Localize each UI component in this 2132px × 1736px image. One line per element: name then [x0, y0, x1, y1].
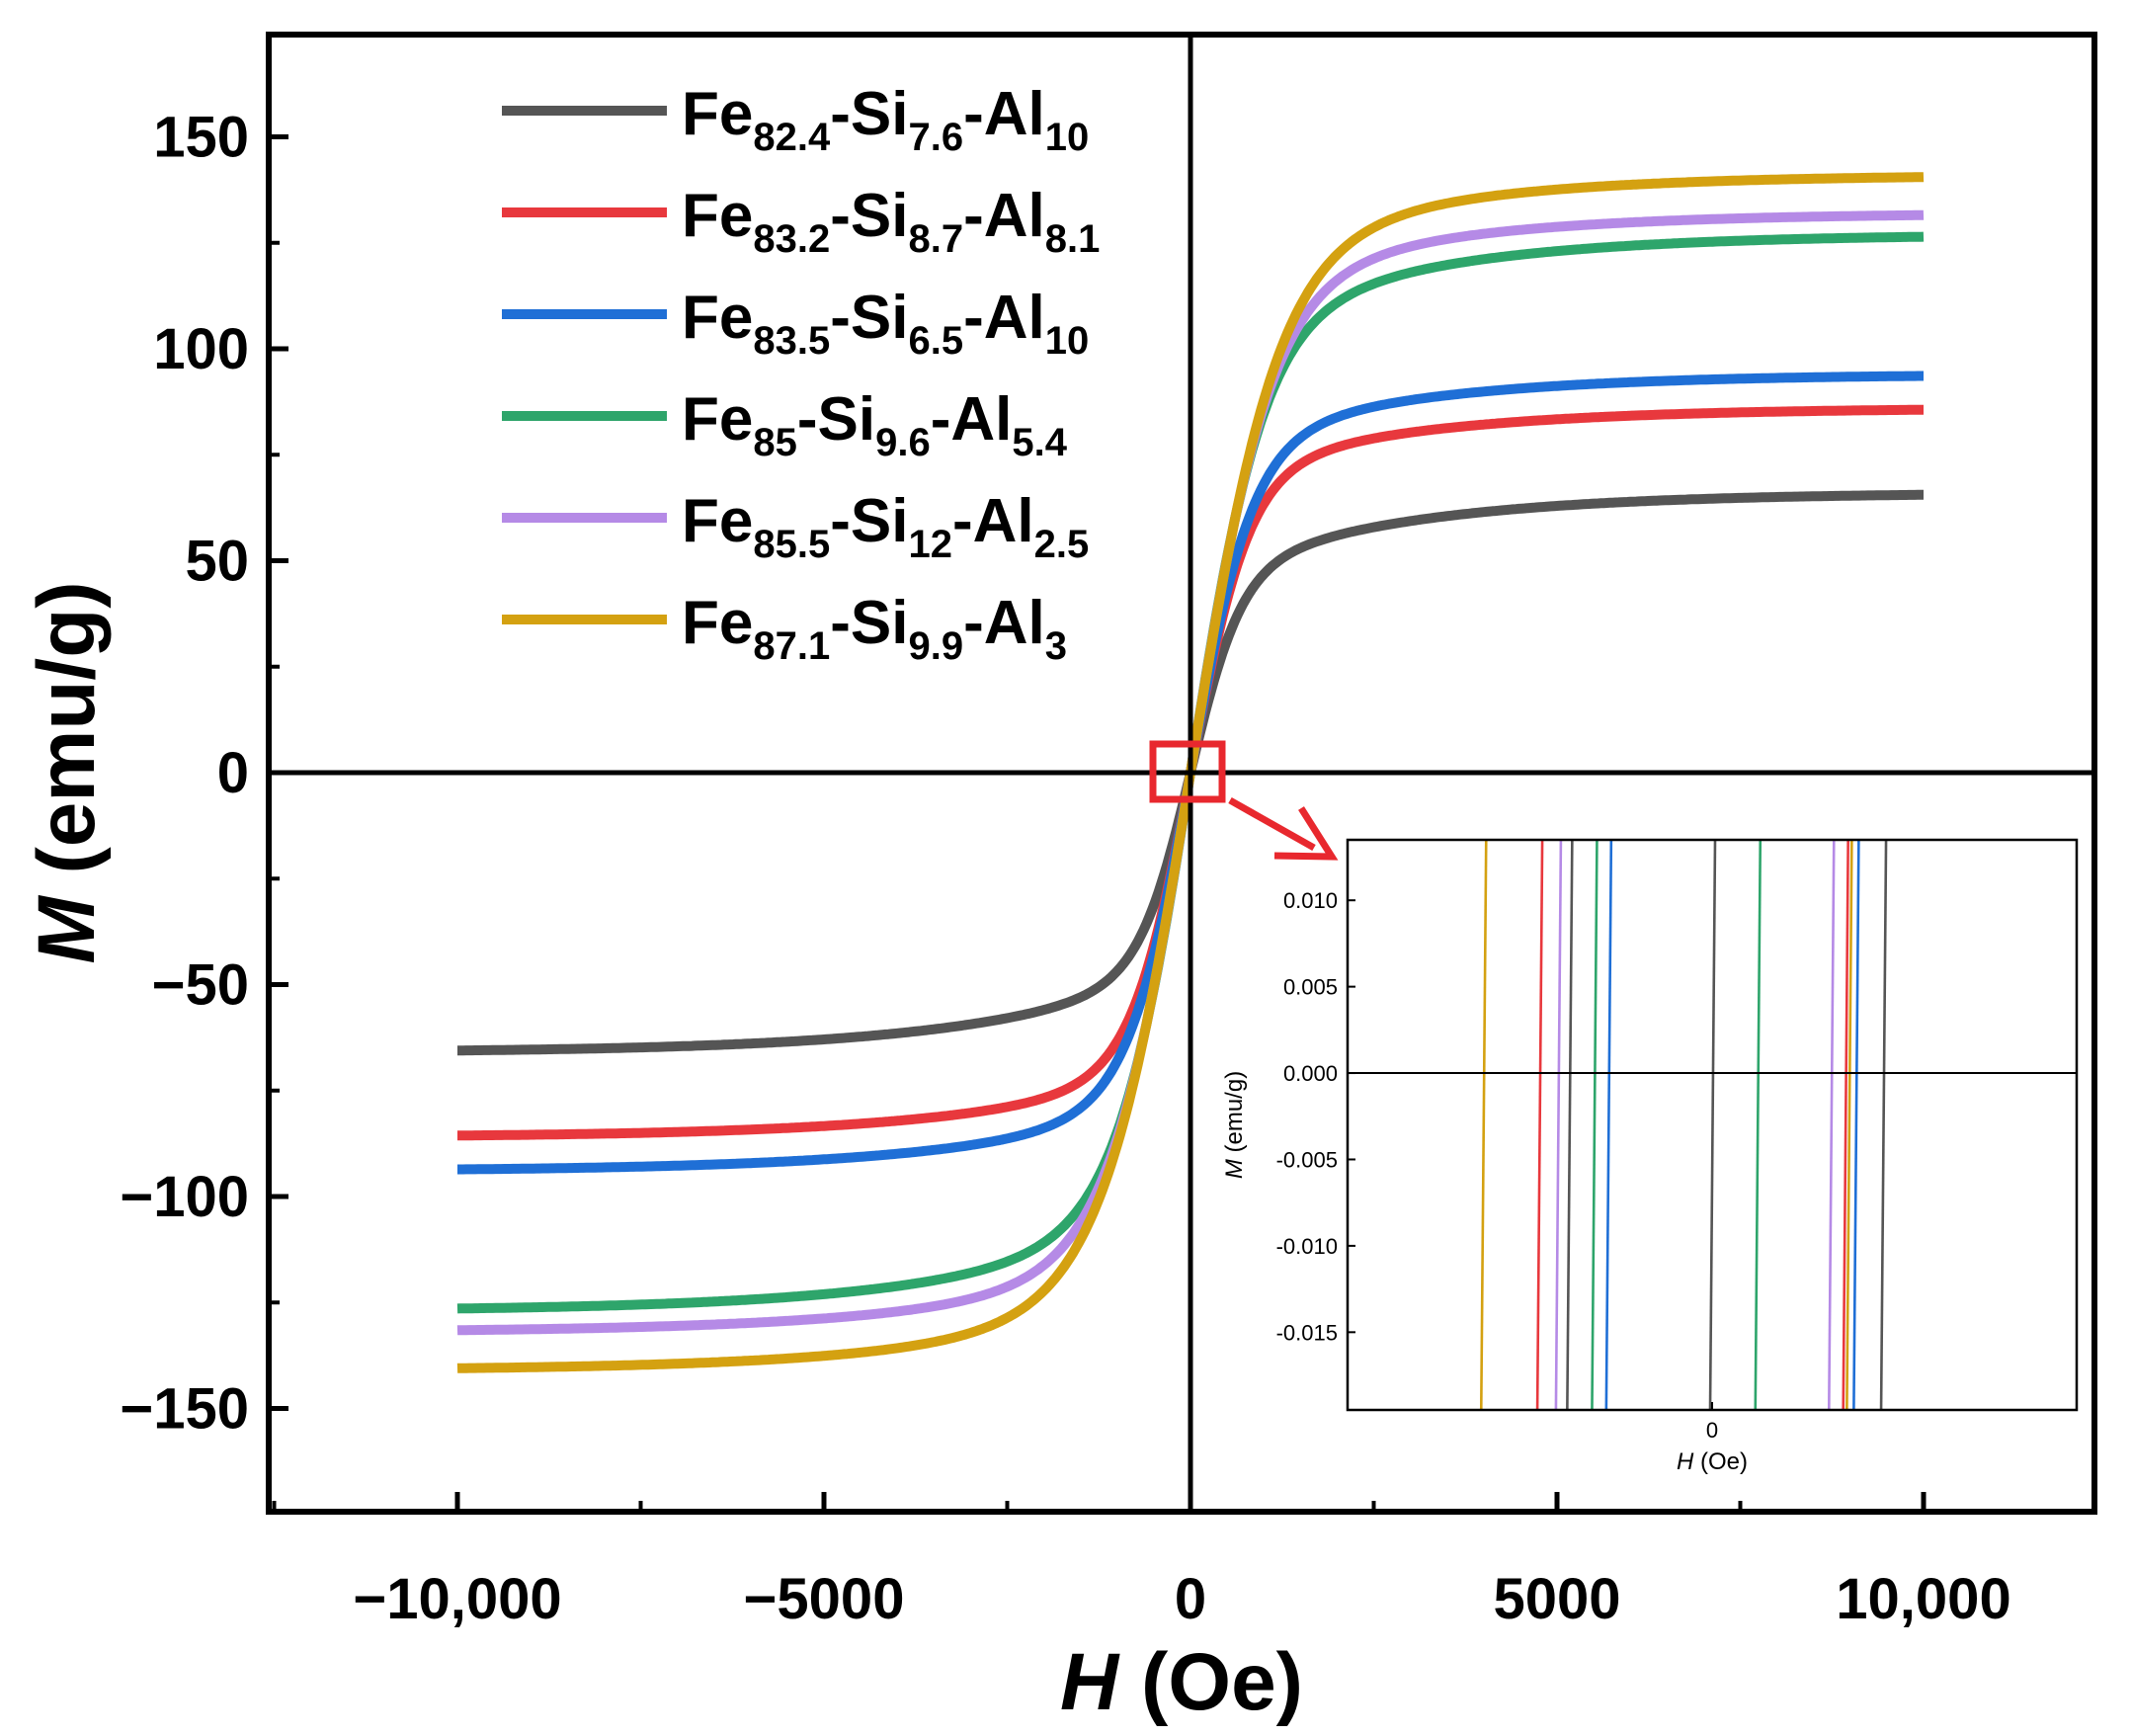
axes-layer: −10,000 −5000 0 5000 10,000−150−100−50050100…	[22, 32, 2097, 1727]
inset-y-tick-label-0: 0.010	[1283, 888, 1338, 913]
x-tick-label-2: 0	[1175, 1567, 1206, 1631]
legend-element-0-1: -Si	[830, 80, 908, 148]
legend-subscript-0-2: 10	[1045, 116, 1090, 159]
legend-element-1-1: -Si	[830, 182, 908, 250]
inset-line-0-1	[1708, 839, 1717, 1411]
inset-line-5-1	[1845, 839, 1853, 1411]
legend-subscript-1-0: 83.2	[753, 217, 830, 261]
inset-line-4-1	[1827, 839, 1836, 1411]
legend-label-5: Fe87.1​-Si9.9​-Al3​	[682, 589, 1067, 668]
y-tick-label-2: −50	[152, 953, 249, 1018]
inset-y-title-unit: (emu/g)	[1221, 1071, 1248, 1159]
legend-element-5-2: -Al	[963, 589, 1045, 657]
legend-subscript-5-0: 87.1	[753, 624, 830, 668]
x-tick-label-0: −10,000	[353, 1567, 561, 1631]
legend-subscript-3-1: 9.6	[875, 421, 931, 464]
legend-element-2-2: -Al	[963, 284, 1045, 352]
inset-x-axis-title: H (Oe)	[1677, 1448, 1748, 1475]
y-tick-label-1: −100	[120, 1165, 249, 1229]
legend-element-1-2: -Al	[963, 182, 1045, 250]
legend-subscript-5-1: 9.9	[908, 624, 963, 668]
legend-subscript-0-0: 82.4	[753, 116, 831, 159]
x-axis-title: H (Oe)	[1060, 1637, 1303, 1727]
y-tick-label-5: 100	[153, 317, 249, 381]
legend-subscript-0-1: 7.6	[908, 116, 963, 159]
inset-x-title-symbol: H	[1677, 1448, 1694, 1475]
legend-subscript-4-2: 2.5	[1034, 523, 1090, 566]
inset-y-tick-label-5: -0.015	[1276, 1320, 1338, 1345]
inset-line-2-0	[1604, 839, 1613, 1411]
zoom-arrow-head	[1273, 806, 1339, 861]
legend-element-0-0: Fe	[682, 80, 753, 148]
legend-element-0-2: -Al	[963, 80, 1045, 148]
inset-y-tick-label-1: 0.005	[1283, 975, 1338, 1000]
inset-y-tick-label-2: 0.000	[1283, 1061, 1338, 1086]
inset-line-0-2	[1879, 839, 1888, 1411]
legend-label-4: Fe85.5​-Si12​-Al2.5​	[682, 487, 1089, 566]
x-tick-label-4: 10,000	[1836, 1567, 2010, 1631]
inset-y-axis-title: M (emu/g)	[1221, 1071, 1248, 1179]
legend-subscript-2-2: 10	[1045, 319, 1090, 363]
inset-line-1-1	[1842, 839, 1849, 1411]
legend-element-1-0: Fe	[682, 182, 753, 250]
y-axis-title-symbol: M	[22, 895, 112, 964]
legend-label-1: Fe83.2​-Si8.7​-Al8.1​	[682, 182, 1100, 261]
legend-subscript-5-2: 3	[1045, 624, 1067, 668]
legend-subscript-2-0: 83.5	[753, 319, 830, 363]
inset-y-title-symbol: M	[1221, 1159, 1248, 1179]
legend-element-2-0: Fe	[682, 284, 753, 352]
legend-label-2: Fe83.5​-Si6.5​-Al10​	[682, 284, 1089, 363]
legend-subscript-1-1: 8.7	[908, 217, 963, 261]
legend-element-5-0: Fe	[682, 589, 753, 657]
legend: Fe82.4​-Si7.6​-Al10​ Fe83.2​-Si8.7​-Al8.1…	[502, 80, 1100, 668]
legend-element-4-2: -Al	[952, 487, 1034, 555]
zoom-box	[1149, 740, 1226, 803]
y-tick-label-3: 0	[217, 741, 249, 805]
legend-label-0: Fe82.4​-Si7.6​-Al10​	[682, 80, 1089, 159]
inset-line-2-1	[1852, 839, 1860, 1411]
y-tick-label-6: 150	[153, 106, 249, 170]
y-axis-title: M (emu/g)	[22, 581, 112, 963]
zoom-indicator	[1149, 740, 1339, 861]
inset-line-5-0	[1479, 839, 1488, 1411]
inset-y-tick-label-4: -0.010	[1276, 1234, 1338, 1259]
legend-element-2-1: -Si	[830, 284, 908, 352]
inset-line-1-0	[1535, 839, 1544, 1411]
x-tick-label-1: −5000	[744, 1567, 905, 1631]
inset-line-3-0	[1591, 839, 1599, 1411]
legend-subscript-2-1: 6.5	[908, 319, 963, 363]
inset-line-3-1	[1754, 839, 1763, 1411]
legend-subscript-3-0: 85	[753, 421, 797, 464]
legend-subscript-4-1: 12	[908, 523, 952, 566]
legend-subscript-3-2: 5.4	[1012, 421, 1067, 464]
legend-subscript-4-0: 85.5	[753, 523, 830, 566]
legend-element-3-2: -Al	[931, 385, 1013, 454]
legend-label-3: Fe85​-Si9.6​-Al5.4​	[682, 385, 1068, 464]
y-tick-label-0: −150	[120, 1377, 249, 1442]
inset-x-tick-label: 0	[1706, 1418, 1718, 1443]
legend-element-5-1: -Si	[830, 589, 908, 657]
x-axis-title-symbol: H	[1060, 1637, 1120, 1727]
legend-element-3-1: -Si	[797, 385, 875, 454]
inset-line-4-0	[1554, 839, 1563, 1411]
y-axis-title-unit: (emu/g)	[22, 581, 112, 896]
legend-element-4-1: -Si	[830, 487, 908, 555]
x-axis-title-unit: (Oe)	[1118, 1637, 1303, 1727]
x-tick-label-3: 5000	[1493, 1567, 1620, 1631]
inset-line-0-0	[1566, 839, 1574, 1411]
inset-x-title-unit: (Oe)	[1693, 1448, 1748, 1475]
zoom-arrow-shaft	[1228, 796, 1316, 852]
y-tick-label-4: 50	[185, 530, 249, 594]
legend-subscript-1-2: 8.1	[1045, 217, 1101, 261]
legend-element-3-0: Fe	[682, 385, 753, 454]
legend-element-4-0: Fe	[682, 487, 753, 555]
inset-y-tick-label-3: -0.005	[1276, 1147, 1338, 1172]
